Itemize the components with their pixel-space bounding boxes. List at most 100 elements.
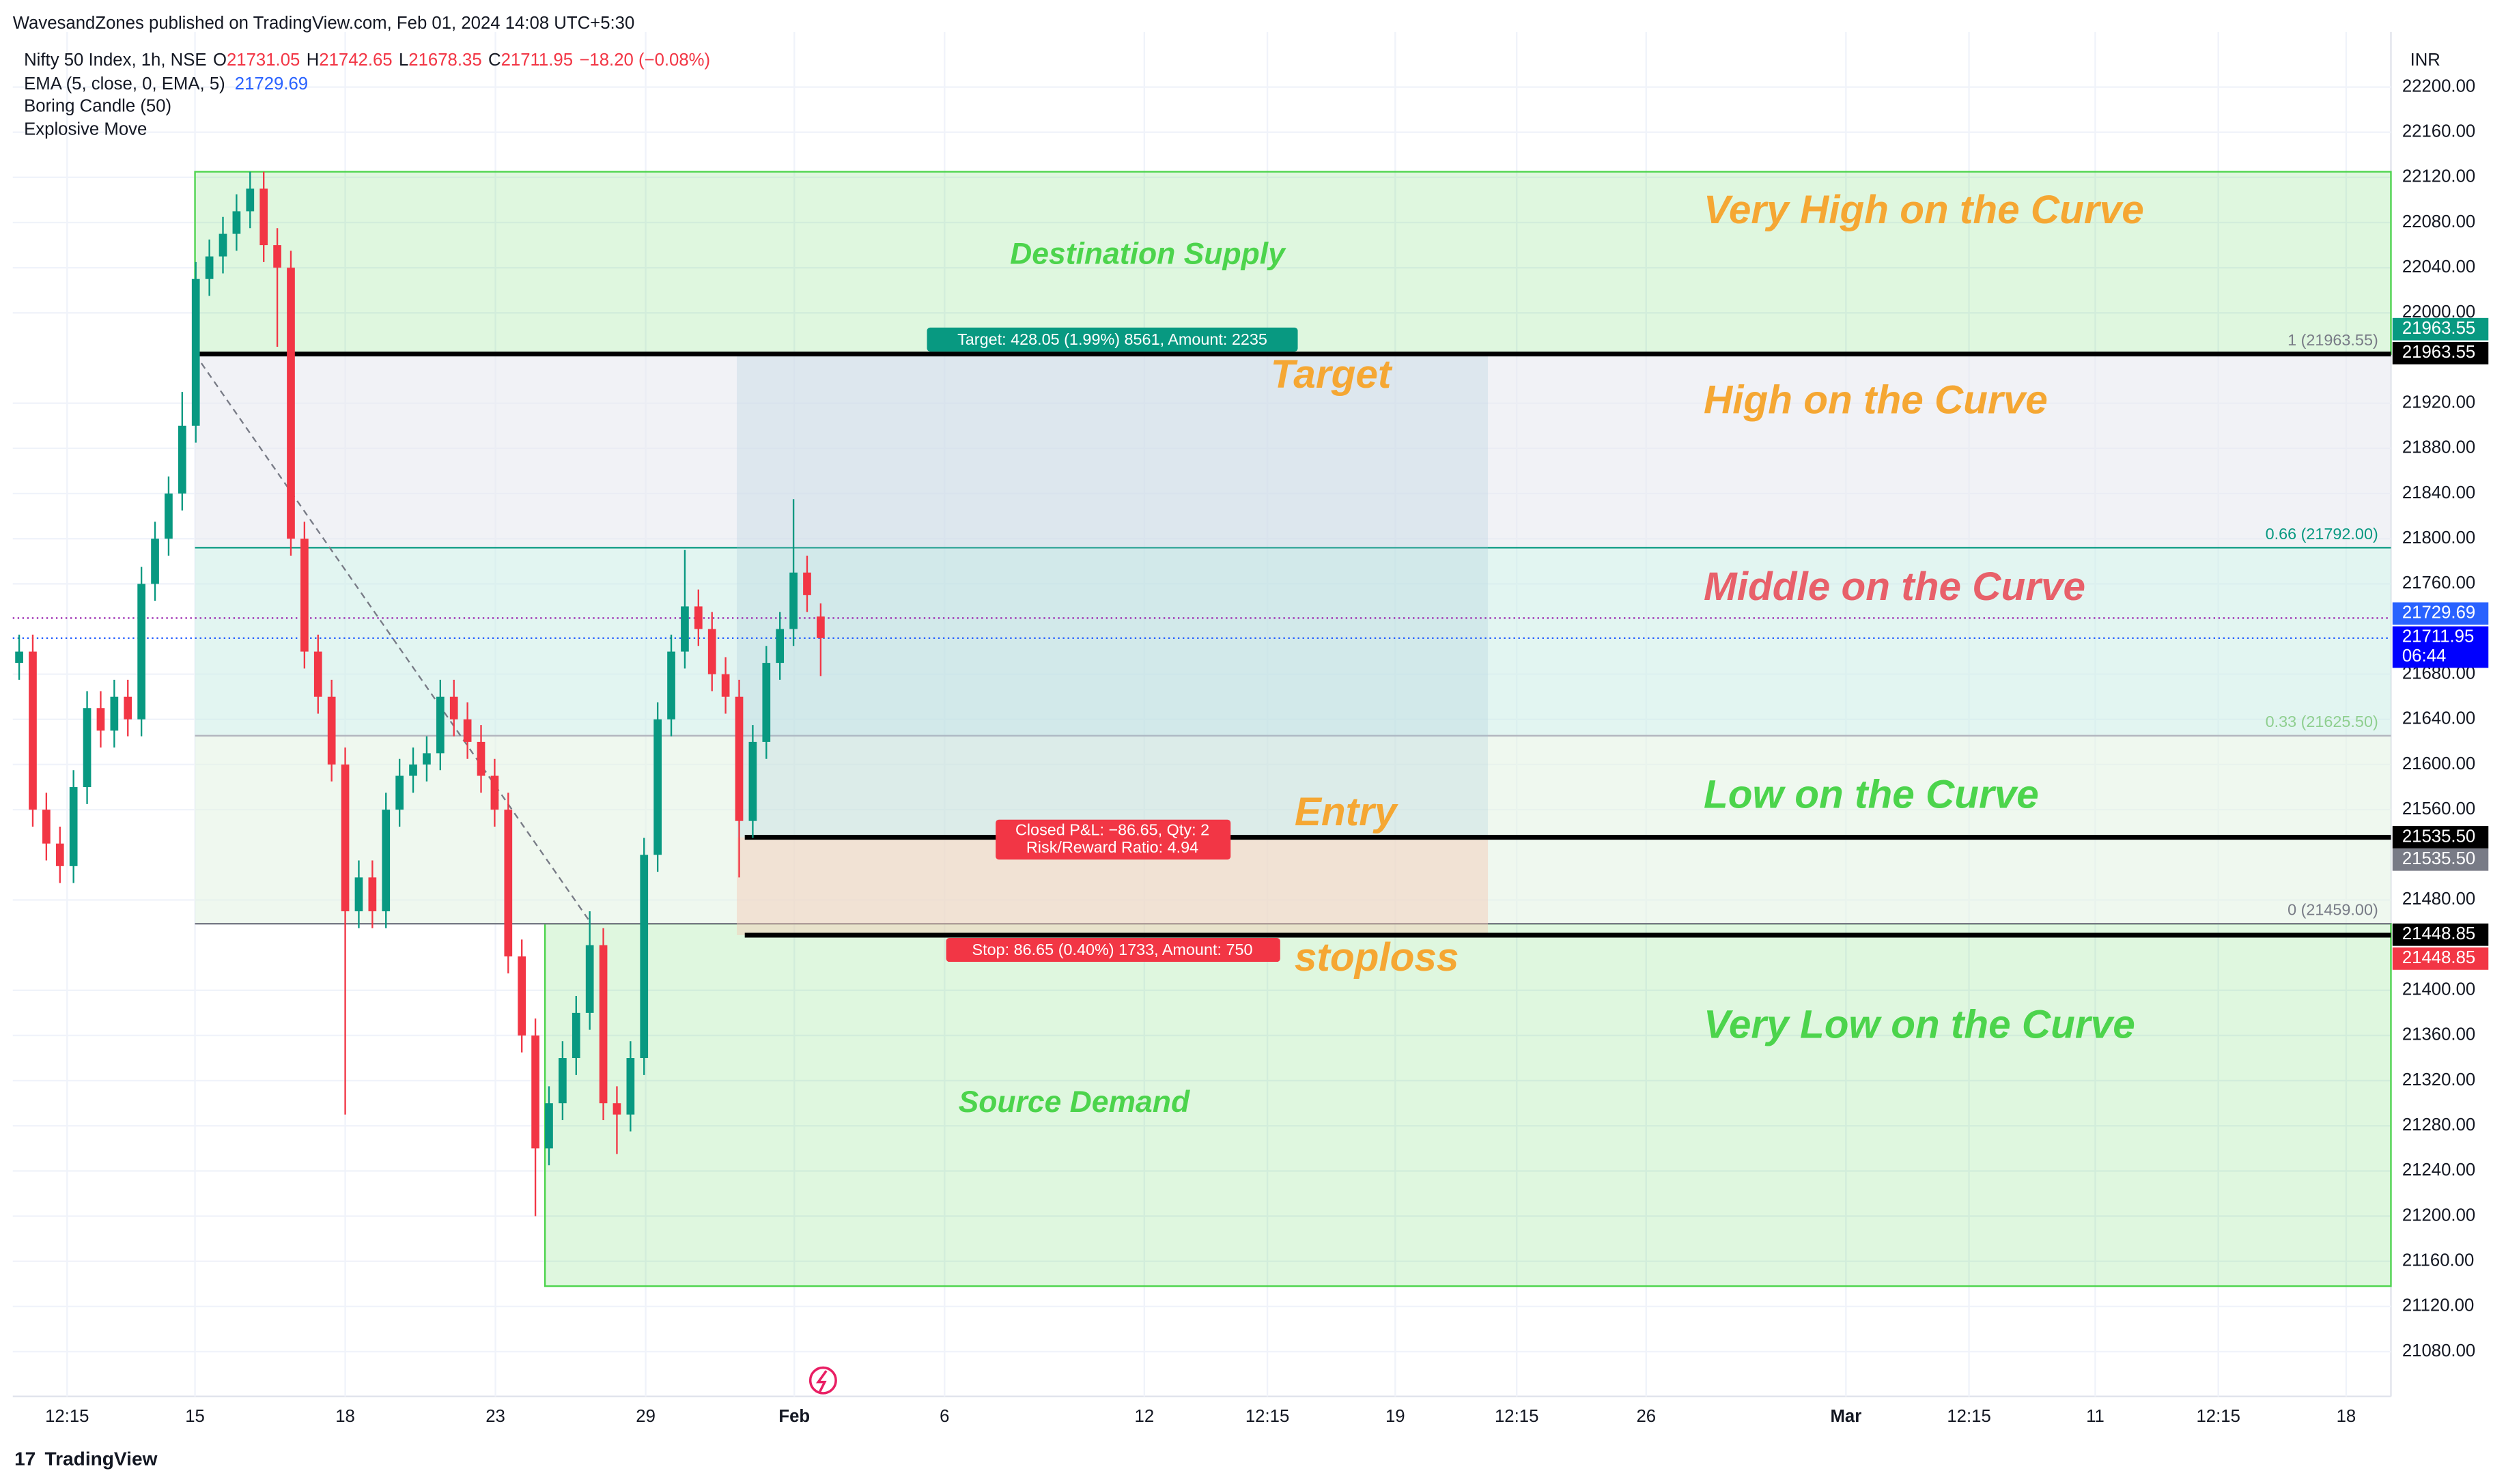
x-tick-label: 15 [185,1407,205,1426]
x-tick-label: 6 [940,1407,949,1426]
candle-body [599,945,608,1104]
rr-text: Risk/Reward Ratio: 4.94 [1026,838,1198,856]
brand: TradingView [45,1449,158,1470]
candle-body [246,188,255,212]
price-badge [2392,923,2489,946]
candle-body [762,663,771,742]
candle-body [640,855,649,1059]
candle-body [789,572,798,629]
trade-label: Entry [1295,790,1398,834]
y-tick-label: 21400.00 [2402,980,2475,999]
demand-zone [544,923,2392,1287]
supply-zone [194,171,2392,355]
candle-body [559,1058,567,1104]
curve-label: Very High on the Curve [1704,188,2144,232]
x-tick-label: 12 [1135,1407,1155,1426]
y-tick-label: 21840.00 [2402,483,2475,502]
fib-band [195,547,2391,736]
candle-body [341,764,350,911]
candle-body [151,539,159,584]
candle-body [42,810,51,844]
y-tick-label: 21640.00 [2402,709,2475,728]
legend-value: 21742.65 [319,51,392,70]
target-box [927,327,1298,352]
candle-body [436,696,445,754]
candle-body [259,188,268,246]
y-tick-label: 21480.00 [2402,889,2475,909]
y-tick-label: 21760.00 [2402,573,2475,593]
candle-body [191,279,200,426]
x-tick-label: 18 [2337,1407,2356,1426]
legend-key: H [307,51,320,70]
legend-change: −18.20 (−0.08%) [579,51,710,70]
price-badge-label: 21535.50 [2402,827,2475,846]
y-tick-label: 21200.00 [2402,1205,2475,1225]
x-tick-label: 12:15 [2196,1407,2240,1426]
candle-body [313,651,322,697]
event-icon[interactable] [808,1366,837,1395]
candle-body [110,696,119,731]
candle-body [626,1058,635,1115]
candle-body [395,775,404,810]
price-badge [2392,317,2489,341]
legend-ohlc: Nifty 50 Index, 1h, NSE O21731.05 H21742.6… [24,51,710,70]
price-badge-label: 21711.95 [2402,627,2474,646]
x-tick-label: 19 [1385,1407,1405,1426]
price-badge [2392,826,2489,848]
candle-body [409,764,417,776]
countdown: 06:44 [2402,646,2446,666]
candle-body [300,539,309,652]
curve-label: Very Low on the Curve [1704,1002,2135,1046]
stop-text: Stop: 86.65 (0.40%) 1733, Amount: 750 [972,941,1253,958]
candle-body [545,1103,553,1149]
price-badge [2392,341,2489,365]
price-badge [2392,602,2489,625]
y-tick-label: 22040.00 [2402,257,2475,276]
candle-body [667,651,675,719]
candle-body [803,572,811,595]
candle-body [382,810,391,911]
candle-body [776,629,785,663]
candle-body [463,719,472,742]
price-badge [2392,848,2489,871]
candle-body [219,233,227,257]
price-badge-label: 21448.85 [2402,924,2475,943]
candle-body [694,606,703,629]
y-tick-label: 21920.00 [2402,393,2475,412]
y-tick-label: 21240.00 [2402,1160,2475,1180]
x-tick-label: 23 [485,1407,505,1426]
candle-body [232,211,241,234]
price-badge-label: 21963.55 [2402,343,2475,362]
x-tick-label: 26 [1636,1407,1656,1426]
fib-label: 0 (21459.00) [2287,901,2378,919]
y-tick-label: 22120.00 [2402,167,2475,186]
candle-body [449,696,458,719]
trade-label: stoploss [1295,935,1459,980]
candle-body [165,493,173,539]
fib-band [195,735,2391,924]
candle-body [423,753,431,765]
candle-body [205,256,214,279]
currency: INR [2410,51,2440,70]
legend-ema: EMA (5, close, 0, EMA, 5) 21729.69 [24,74,308,94]
x-tick-label: 29 [636,1407,656,1426]
candle-body [653,719,662,855]
candle-body [735,696,744,821]
event-icon-bolt [815,1370,828,1393]
profit-zone [736,354,1489,838]
candle-body [287,268,295,539]
stop-box [946,937,1280,962]
candle-body [29,651,37,810]
curve-label: Middle on the Curve [1704,565,2085,609]
legend-value: 21711.95 [501,51,573,70]
x-tick-label: 12:15 [45,1407,89,1426]
price-badge-label: 21729.69 [2402,603,2475,623]
price-badge [2392,626,2489,668]
y-tick-label: 21880.00 [2402,438,2475,457]
x-tick-label: 12:15 [1495,1407,1538,1426]
fib-label: 0.66 (21792.00) [2266,525,2378,543]
candle-body [613,1103,621,1115]
target-text: Target: 428.05 (1.99%) 8561, Amount: 223… [957,330,1267,348]
legend-value: 21731.05 [227,51,300,70]
